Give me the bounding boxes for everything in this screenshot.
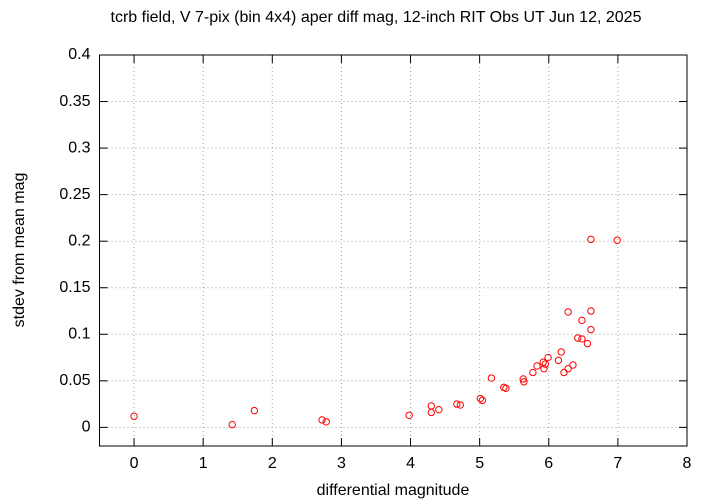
y-tick-label: 0.1: [68, 326, 90, 343]
x-tick-label: 7: [613, 455, 622, 472]
point: [487, 374, 496, 382]
point: [587, 235, 595, 244]
point: [583, 339, 592, 348]
x-tick-label: 4: [406, 455, 415, 472]
x-tick-label: 6: [544, 455, 553, 472]
point: [544, 353, 552, 362]
x-tick-label: 0: [130, 455, 139, 472]
point: [574, 334, 582, 342]
y-tick-label: 0.2: [68, 232, 90, 249]
point: [478, 396, 487, 405]
point: [578, 316, 586, 325]
y-tick-label: 0.35: [59, 93, 90, 110]
point: [453, 400, 461, 408]
point: [587, 307, 595, 315]
point: [541, 360, 550, 368]
point: [476, 394, 485, 403]
point: [405, 411, 413, 419]
y-axis-label: stdev from mean mag: [11, 173, 28, 328]
point: [456, 401, 464, 409]
y-tick-label: 0.4: [68, 46, 90, 63]
point: [435, 405, 443, 414]
y-tick-label: 0.05: [59, 372, 90, 389]
point: [578, 335, 586, 343]
chart-title: tcrb field, V 7-pix (bin 4x4) aper diff …: [111, 9, 642, 26]
point: [533, 362, 541, 370]
x-tick-label: 3: [337, 455, 346, 472]
y-tick-label: 0.25: [59, 186, 90, 203]
y-tick-label: 0.15: [59, 279, 90, 296]
point: [520, 378, 528, 386]
y-tick-label: 0: [82, 419, 91, 436]
x-axis-label: differential magnitude: [317, 482, 470, 499]
point: [554, 356, 563, 365]
y-tick-label: 0.3: [68, 139, 90, 156]
point: [540, 365, 548, 373]
point: [427, 408, 435, 417]
plot-frame: [99, 54, 688, 447]
point: [502, 384, 510, 392]
x-tick-label: 8: [683, 455, 692, 472]
point: [560, 368, 568, 377]
point: [569, 361, 577, 369]
point: [564, 308, 572, 316]
point: [318, 416, 326, 424]
x-tick-label: 5: [475, 455, 484, 472]
point: [529, 368, 537, 377]
point: [557, 348, 565, 356]
point: [250, 406, 259, 415]
point: [587, 325, 595, 334]
point: [613, 236, 621, 244]
point: [564, 365, 572, 373]
x-tick-label: 2: [268, 455, 277, 472]
x-tick-label: 1: [199, 455, 208, 472]
point: [322, 418, 330, 426]
point: [228, 420, 236, 429]
point: [130, 412, 138, 420]
point: [519, 375, 527, 383]
